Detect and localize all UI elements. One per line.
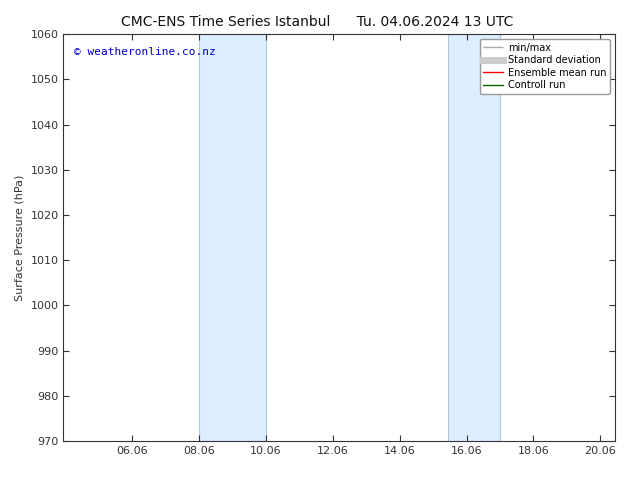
- Bar: [199, 34, 266, 441]
- Text: CMC-ENS Time Series Istanbul      Tu. 04.06.2024 13 UTC: CMC-ENS Time Series Istanbul Tu. 04.06.2…: [121, 15, 513, 29]
- Legend: min/max, Standard deviation, Ensemble mean run, Controll run: min/max, Standard deviation, Ensemble me…: [479, 39, 610, 94]
- Y-axis label: Surface Pressure (hPa): Surface Pressure (hPa): [15, 174, 25, 301]
- Bar: [448, 34, 500, 441]
- Text: © weatheronline.co.nz: © weatheronline.co.nz: [74, 47, 216, 56]
